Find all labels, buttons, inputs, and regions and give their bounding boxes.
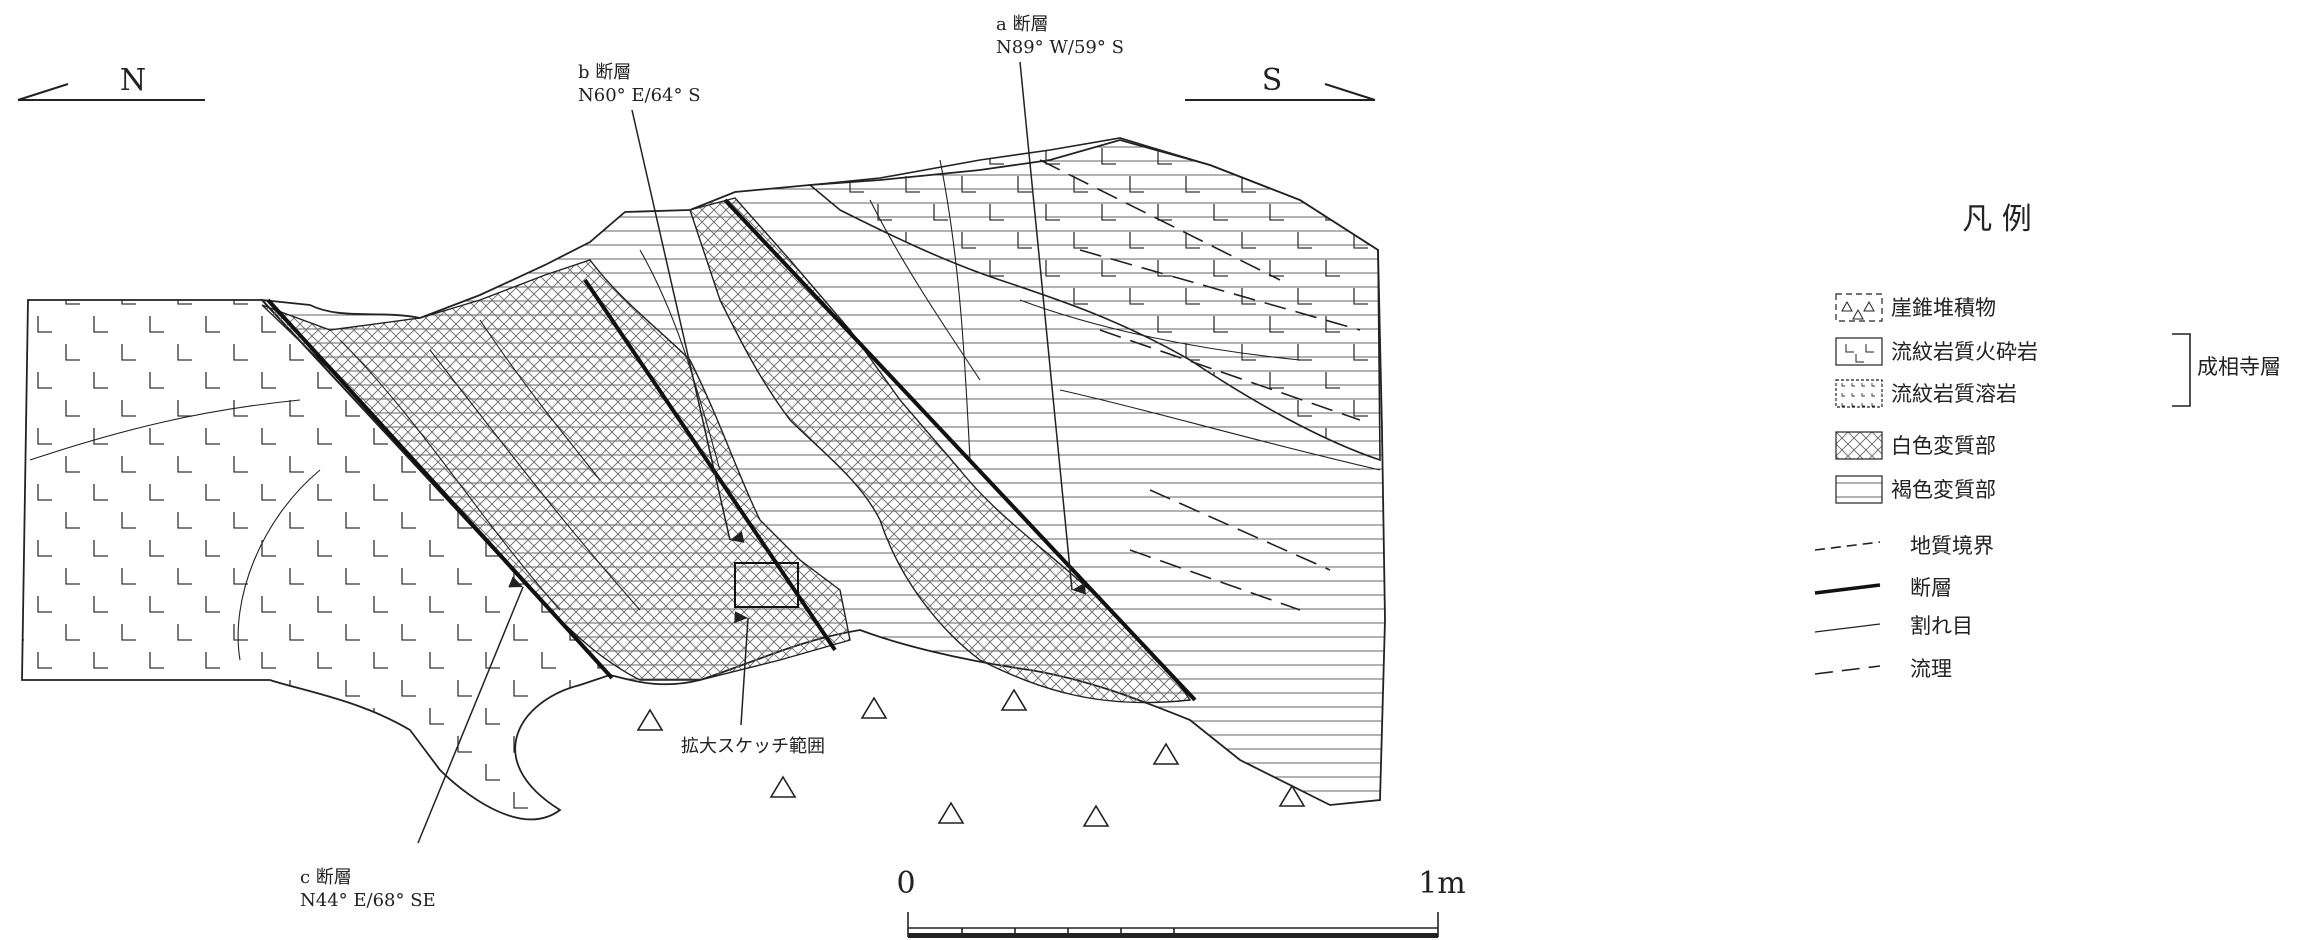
- legend-label-fracture: 割れ目: [1910, 614, 1973, 638]
- legend-label-white-alteration: 白色変質部: [1891, 434, 1996, 458]
- legend-item-pyroclastic: 流紋岩質火砕岩: [1836, 338, 2038, 365]
- callout-label: 拡大スケッチ範囲: [681, 736, 825, 757]
- scale-end-label: 1m: [1418, 866, 1466, 901]
- fault-c-name: c 断層: [300, 867, 352, 888]
- legend-label-fault: 断層: [1910, 576, 1952, 600]
- legend-label-lava: 流紋岩質溶岩: [1891, 382, 2017, 406]
- fault-a-name: a 断層: [996, 14, 1048, 35]
- legend-label-talus: 崖錐堆積物: [1891, 296, 1996, 320]
- legend-line-flow-structure: 流理: [1815, 657, 1952, 681]
- legend-label-brown-alteration: 褐色変質部: [1891, 478, 1996, 502]
- legend-group-label: 成相寺層: [2197, 355, 2281, 379]
- fault-c-attitude: N44° E/68° SE: [300, 890, 436, 911]
- south-label: S: [1262, 63, 1283, 98]
- legend-line-fracture: 割れ目: [1815, 614, 1973, 638]
- outcrop-sketch: [22, 138, 1385, 826]
- legend-label-geologic-boundary: 地質境界: [1910, 534, 1994, 558]
- legend-item-white-alteration: 白色変質部: [1836, 432, 1996, 459]
- south-indicator: S: [1185, 63, 1375, 100]
- legend-item-talus: 崖錐堆積物: [1836, 294, 1996, 321]
- fault-b-name: b 断層: [578, 62, 631, 83]
- scale-zero-label: 0: [896, 866, 915, 901]
- legend-item-lava: 流紋岩質溶岩: [1836, 380, 2017, 407]
- fault-b-attitude: N60° E/64° S: [578, 85, 701, 106]
- legend-label-flow-structure: 流理: [1910, 657, 1952, 681]
- north-indicator: N: [18, 63, 205, 100]
- north-label: N: [120, 63, 146, 98]
- legend: 凡 例 崖錐堆積物 流紋岩質火砕岩 流紋岩質溶岩 白色変質部 褐色変質部 成相寺…: [1815, 202, 2281, 681]
- fault-a-attitude: N89° W/59° S: [996, 37, 1124, 58]
- legend-label-pyroclastic: 流紋岩質火砕岩: [1891, 340, 2038, 364]
- scale-bar: 0 1m: [896, 866, 1465, 938]
- legend-title: 凡 例: [1962, 202, 2032, 237]
- legend-line-geologic-boundary: 地質境界: [1815, 534, 1994, 558]
- legend-group-bracket: 成相寺層: [2172, 334, 2281, 406]
- legend-line-fault: 断層: [1815, 576, 1952, 600]
- legend-item-brown-alteration: 褐色変質部: [1836, 476, 1996, 503]
